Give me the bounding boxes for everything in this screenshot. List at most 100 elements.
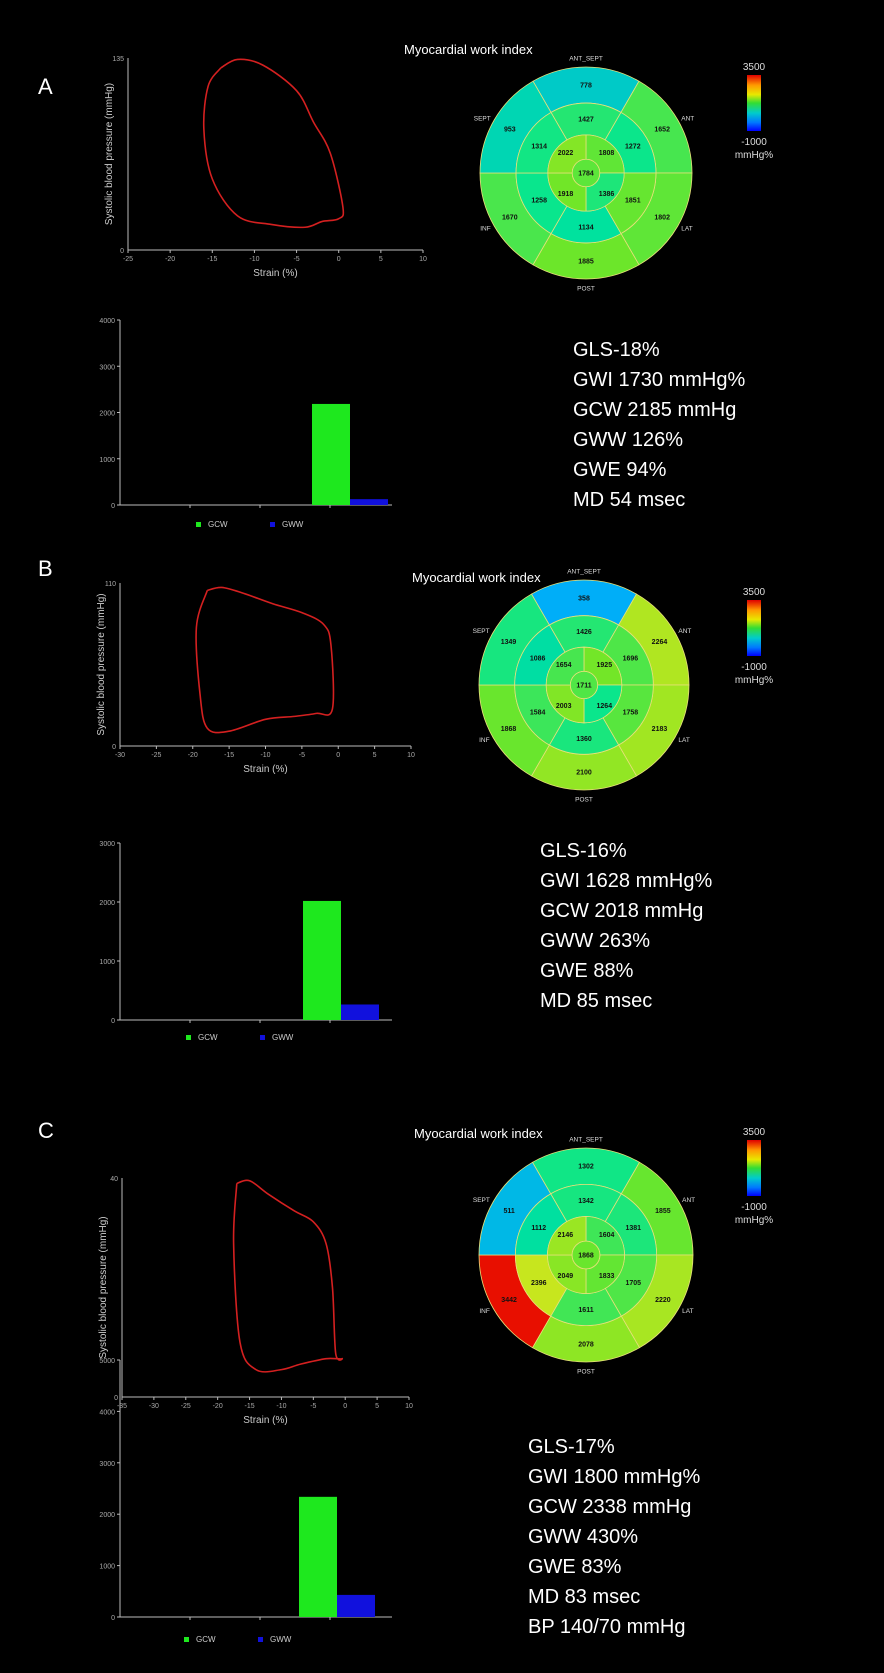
stat-line: GCW 2018 mmHg (540, 900, 704, 922)
x-tick-label: -25 (151, 752, 161, 759)
x-tick-label: 10 (405, 1403, 413, 1410)
y-axis-label: Systolic blood pressure (mmHg) (96, 593, 107, 735)
x-tick-label: 10 (419, 256, 427, 263)
segment-value-mid: 1427 (578, 116, 594, 123)
stat-line: GLS-18% (573, 339, 660, 361)
segment-value-mid: 1314 (531, 143, 547, 150)
segment-value-basal: 1302 (578, 1164, 594, 1171)
y-tick-label: 0 (114, 1395, 118, 1402)
stat-line: GCW 2338 mmHg (528, 1496, 692, 1518)
bullseye-title: Myocardial work index (404, 42, 533, 57)
wall-label: LAT (681, 226, 692, 233)
y-tick-label: 5000 (99, 1358, 115, 1365)
colorbar (747, 75, 761, 131)
segment-value-apical: 2003 (556, 703, 572, 710)
bar-gcw (312, 403, 350, 505)
wall-label: POST (577, 1369, 595, 1376)
wall-label: INF (479, 737, 490, 744)
bar-gww (337, 1594, 375, 1617)
segment-value-basal: 1885 (578, 258, 594, 265)
segment-value-mid: 1611 (578, 1307, 593, 1314)
x-tick-label: 5 (379, 256, 383, 263)
segment-value-basal: 778 (580, 83, 592, 90)
segment-value-apical: 1808 (599, 150, 615, 157)
stat-line: GLS-16% (540, 840, 627, 862)
wall-label: SEPT (473, 628, 490, 635)
strain-pressure-loop (195, 586, 335, 734)
legend-label: GWW (282, 520, 304, 529)
bar-gww (341, 1004, 379, 1020)
segment-value-apical: 1833 (599, 1273, 615, 1280)
legend-swatch (260, 1035, 265, 1040)
bullseye-segment-apex (569, 670, 599, 700)
stats-list: GLS-18% GWI 1730 mmHg% GCW 2185 mmHg GWW 12… (573, 335, 745, 515)
stat-line: GWE 88% (540, 960, 634, 982)
y-axis-label: Systolic blood pressure (mmHg) (104, 83, 115, 225)
x-tick-label: -30 (149, 1403, 159, 1410)
segment-value-apex: 1868 (578, 1253, 594, 1260)
x-tick-label: -30 (115, 752, 125, 759)
segment-value-basal: 2183 (652, 726, 668, 733)
bullseye-title: Myocardial work index (412, 570, 541, 585)
segment-value-apical: 1264 (597, 703, 613, 710)
x-tick-label: -10 (276, 1403, 286, 1410)
work-bar-chart: 3000 2000 1000 0 GCW GWW (99, 841, 392, 1042)
x-tick-label: 5 (373, 752, 377, 759)
panel-letter: B (38, 556, 53, 581)
legend-swatch (270, 522, 275, 527)
x-tick-label: -5 (293, 256, 299, 263)
panel-b: B Myocardial work index 110 0 -30 -25 -20 -15… (0, 556, 884, 1120)
stat-line: GWW 126% (573, 429, 684, 451)
x-tick-label: 10 (407, 752, 415, 759)
strain-pressure-loop (232, 1179, 344, 1373)
wall-label: ANT_SEPT (569, 56, 603, 63)
stats-list: GLS-16% GWI 1628 mmHg% GCW 2018 mmHg GWW 26… (540, 836, 712, 1016)
x-tick-label: -20 (188, 752, 198, 759)
x-tick-label: -20 (213, 1403, 223, 1410)
stat-line: BP 140/70 mmHg (528, 1616, 686, 1638)
y-tick-label: 2000 (99, 411, 115, 418)
stat-line: GWI 1800 mmHg% (528, 1466, 701, 1488)
wall-label: ANT (682, 1197, 695, 1204)
y-tick-label: 0 (120, 248, 124, 255)
segment-value-basal: 2078 (578, 1341, 594, 1348)
y-tick-label: 2000 (99, 900, 115, 907)
wall-label: ANT_SEPT (569, 1137, 603, 1144)
segment-value-mid: 1360 (576, 736, 592, 743)
panel-letter: C (38, 1118, 54, 1143)
legend-label: GCW (208, 520, 228, 529)
x-tick-label: -15 (207, 256, 217, 263)
segment-value-mid: 1086 (530, 656, 546, 663)
x-tick-label: -25 (123, 256, 133, 263)
segment-value-basal: 953 (504, 127, 516, 134)
segment-value-basal: 1670 (502, 214, 518, 221)
x-axis-label: Strain (%) (243, 1415, 287, 1426)
x-tick-label: -15 (244, 1403, 254, 1410)
colorbar (747, 600, 761, 656)
x-tick-label: 0 (336, 752, 340, 759)
x-tick-label: -25 (181, 1403, 191, 1410)
colorbar-min-label: -1000 (741, 1202, 767, 1213)
colorbar (747, 1140, 761, 1196)
colorbar-min-label: -1000 (741, 662, 767, 673)
wall-label: ANT_SEPT (567, 569, 601, 576)
y-tick-label: 0 (112, 744, 116, 751)
segment-value-mid: 1758 (623, 709, 639, 716)
y-tick-label: 0 (111, 1615, 115, 1622)
panel-c: C Myocardial work index 40 0 -35 -30 -25 -20-… (0, 1118, 884, 1673)
bullseye-plot: 358 2264 2183 2100 1868 1349 1426 1696 1758 1360 1… (473, 569, 774, 804)
x-axis-label: Strain (%) (243, 764, 287, 775)
stats-list: GLS-17% GWI 1800 mmHg% GCW 2338 mmHg GWW 43… (528, 1432, 700, 1642)
legend-label: GWW (272, 1033, 294, 1042)
x-tick-label: -35 (117, 1403, 127, 1410)
wall-label: ANT (678, 628, 691, 635)
y-tick-label: 4000 (99, 318, 115, 325)
bullseye-plot: 1302 1855 2220 2078 3442 511 1342 1381 1705 1611 2… (473, 1127, 773, 1376)
bullseye-title: Myocardial work index (414, 1126, 543, 1141)
x-axis-label: Strain (%) (253, 268, 297, 279)
wall-label: INF (480, 226, 491, 233)
segment-value-mid: 1258 (531, 198, 547, 205)
y-tick-label: 0 (111, 1018, 115, 1025)
segment-value-mid: 1705 (625, 1280, 641, 1287)
